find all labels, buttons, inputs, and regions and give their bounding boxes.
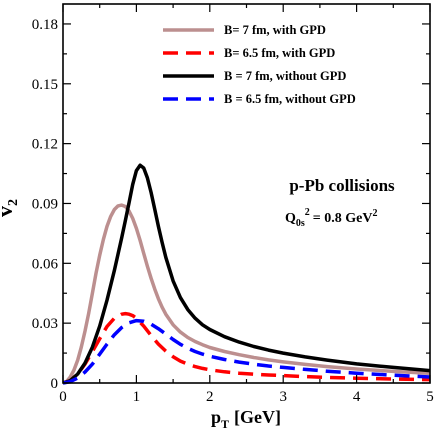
- x-tick-label: 2: [206, 389, 214, 405]
- q-value-sup: 2: [373, 208, 378, 219]
- x-tick-label: 1: [133, 389, 141, 405]
- q-sub: 0s: [296, 218, 305, 229]
- series-curves: [62, 163, 431, 385]
- legend-label-3: B = 7 fm, without GPD: [224, 69, 346, 83]
- system-annotation: p-Pb collisions: [289, 176, 395, 195]
- x-tick-label: 4: [353, 389, 361, 405]
- x-axis-title-main: p: [211, 407, 221, 427]
- q-sup: 2: [305, 207, 310, 218]
- series-line-2: [62, 311, 431, 385]
- y-tick-label: 0.03: [32, 316, 58, 332]
- y-tick-label: 0.18: [32, 17, 58, 33]
- x-tick-label: 3: [279, 389, 287, 405]
- y-axis-title-sub: 2: [6, 199, 21, 206]
- series-line-1: [62, 203, 431, 385]
- x-tick-label: 5: [426, 389, 434, 405]
- plot-frame: [62, 3, 431, 384]
- series-line-4: [62, 318, 431, 385]
- legend-label-1: B= 7 fm, with GPD: [224, 23, 326, 37]
- q-value: = 0.8 GeV: [313, 211, 373, 226]
- x-axis-title-unit: [GeV]: [234, 407, 281, 427]
- legend: B= 7 fm, with GPD B= 6.5 fm, with GPD B = …: [163, 23, 356, 106]
- y-tick-label: 0.15: [32, 77, 58, 93]
- y-tick-label: 0.06: [32, 256, 59, 272]
- x-axis-title-sub: T: [221, 417, 229, 431]
- y-axis-title-main: v: [0, 206, 17, 217]
- y-tick-label: 0.12: [32, 137, 58, 153]
- saturation-scale-annotation: Q0s2 = 0.8 GeV2: [285, 207, 378, 229]
- x-tick-label: 0: [59, 389, 67, 405]
- x-axis-title: pT [GeV]: [211, 407, 281, 431]
- y-axis-title: v2: [0, 199, 21, 217]
- y-tick-label: 0: [51, 376, 59, 392]
- legend-label-4: B = 6.5 fm, without GPD: [224, 92, 356, 106]
- y-tick-label: 0.09: [32, 196, 58, 212]
- legend-label-2: B= 6.5 fm, with GPD: [224, 46, 335, 60]
- series-line-3: [62, 163, 431, 385]
- q-main: Q: [285, 211, 296, 226]
